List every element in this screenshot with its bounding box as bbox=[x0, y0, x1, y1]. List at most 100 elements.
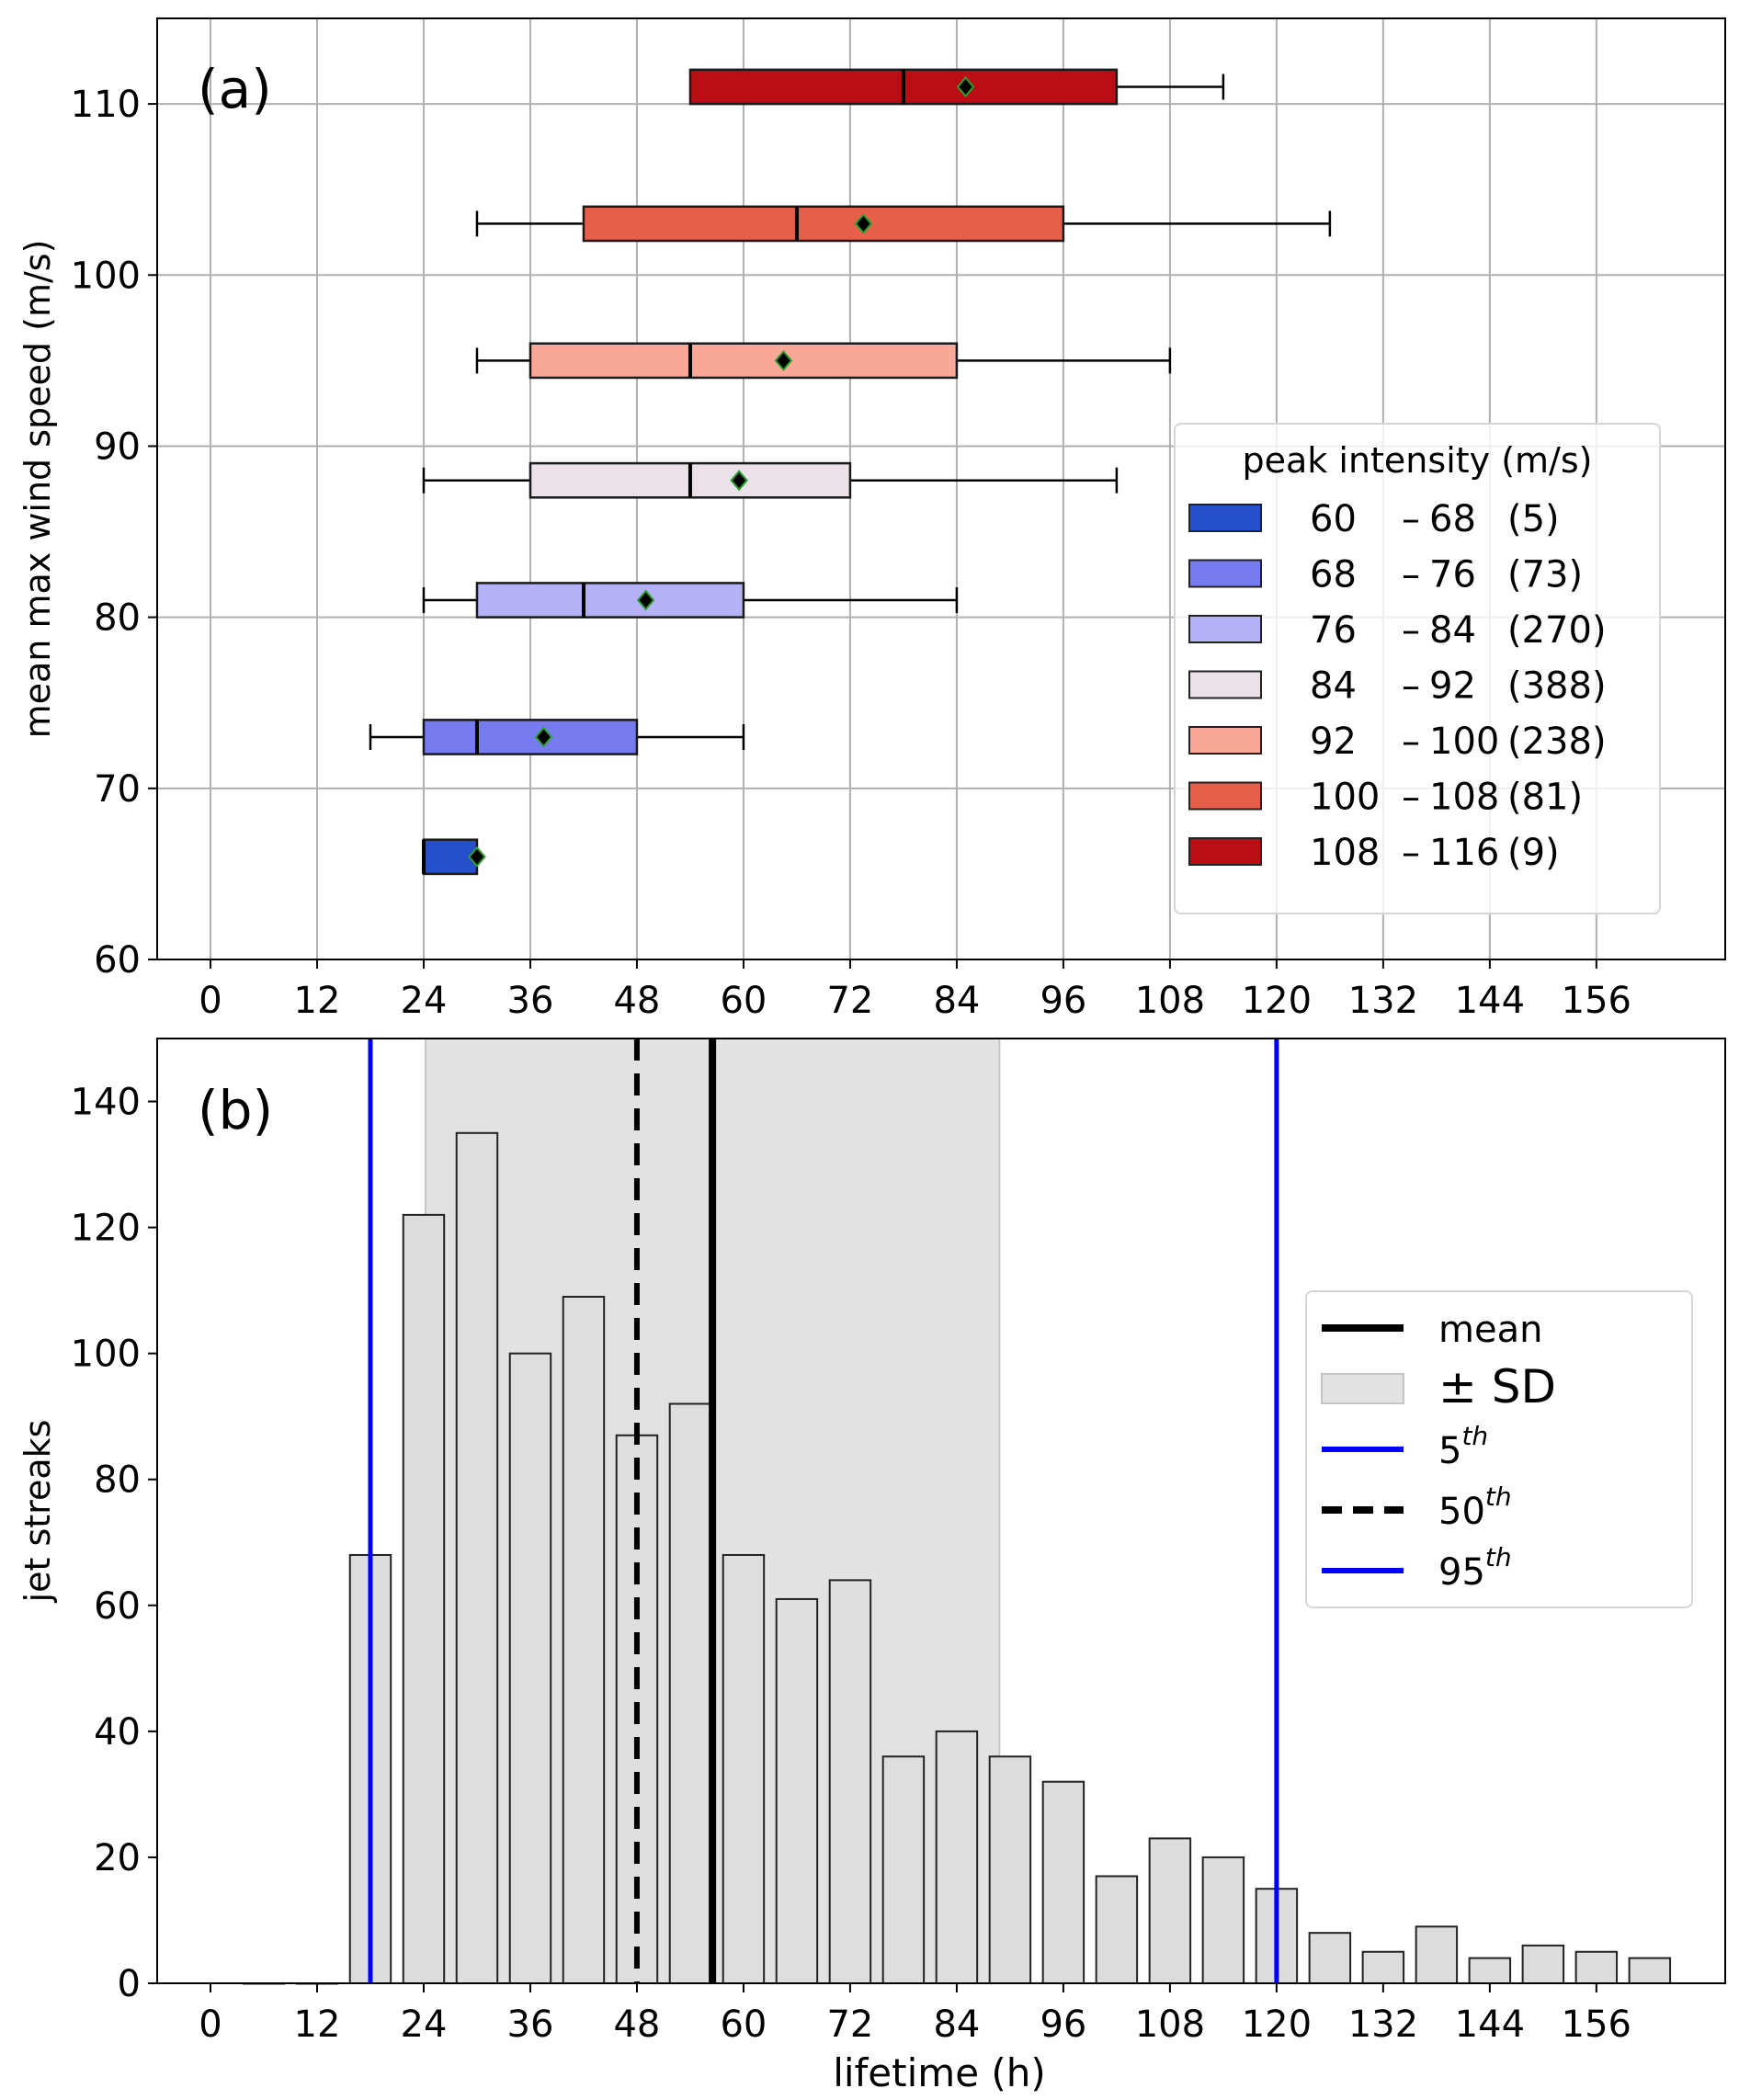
x-tick-label: 132 bbox=[1348, 2004, 1418, 2046]
panel-a-frame bbox=[156, 17, 1726, 960]
legend-count: (9) bbox=[1507, 832, 1560, 874]
legend-dash: – bbox=[1402, 609, 1420, 652]
legend-superscript: th bbox=[1461, 1421, 1488, 1451]
y-tick-label: 80 bbox=[94, 1459, 141, 1502]
y-tick-label: 100 bbox=[71, 255, 141, 297]
histogram-bar bbox=[1041, 1780, 1085, 1985]
histogram-bar bbox=[1468, 1957, 1512, 1985]
panel-a-y-axis-label: mean max wind speed (m/s) bbox=[17, 240, 58, 739]
legend-high: 92 bbox=[1429, 665, 1476, 708]
legend-count: (270) bbox=[1507, 609, 1607, 652]
y-tick-label: 90 bbox=[94, 426, 141, 468]
legend-entry-50th: 50th bbox=[1322, 1481, 1512, 1533]
panel-b-y-axis-label: jet streaks bbox=[17, 1420, 58, 1604]
panel-a-legend: peak intensity (m/s)60–68 (5)68–76 (73)76–… bbox=[1174, 423, 1661, 914]
legend-dash: – bbox=[1402, 554, 1420, 596]
panel-a-boxes bbox=[369, 68, 1332, 876]
legend-frame bbox=[1305, 1290, 1693, 1608]
x-tick-label: 24 bbox=[401, 980, 448, 1022]
legend-high: 108 bbox=[1429, 777, 1499, 819]
box-84-92 bbox=[422, 461, 1119, 499]
y-tick-label: 20 bbox=[94, 1837, 141, 1879]
legend-high: 116 bbox=[1429, 832, 1499, 874]
legend-count: (73) bbox=[1507, 554, 1583, 596]
x-tick-label: 156 bbox=[1562, 2004, 1631, 2046]
x-tick-label: 144 bbox=[1455, 2004, 1525, 2046]
histogram-bar bbox=[1095, 1875, 1139, 1984]
legend-label: mean bbox=[1438, 1309, 1542, 1351]
histogram-bar bbox=[1628, 1957, 1672, 1985]
histogram-bar bbox=[881, 1755, 926, 1985]
histogram-bar bbox=[1415, 1925, 1459, 1985]
histogram-bar bbox=[935, 1730, 979, 1985]
mean-marker bbox=[468, 846, 486, 868]
legend-count: (388) bbox=[1507, 665, 1607, 708]
box-iqr bbox=[529, 342, 959, 380]
box-68-76 bbox=[369, 719, 745, 755]
box-108-116 bbox=[688, 68, 1225, 106]
y-tick-label: 120 bbox=[71, 1208, 141, 1250]
x-tick-label: 48 bbox=[613, 2004, 660, 2046]
legend-dash: – bbox=[1402, 777, 1420, 819]
mean-marker bbox=[956, 75, 975, 98]
panel-b-x-ticks: 0 12 24 36 48 60 72 84 96 108 120 132 144 156 bbox=[199, 1983, 1631, 2046]
x-tick-label: 132 bbox=[1348, 980, 1418, 1022]
panel-a-label: (a) bbox=[198, 58, 272, 120]
legend-low: 84 bbox=[1310, 665, 1357, 708]
box-100-108 bbox=[475, 205, 1332, 243]
x-tick-label: 0 bbox=[199, 2004, 222, 2046]
histogram-bar bbox=[1201, 1856, 1245, 1985]
y-tick-label: 140 bbox=[71, 1082, 141, 1124]
y-tick-label: 60 bbox=[94, 1585, 141, 1628]
legend-swatch bbox=[1188, 670, 1262, 699]
x-tick-label: 36 bbox=[507, 2004, 554, 2046]
legend-entry-mean: mean bbox=[1322, 1309, 1542, 1351]
legend-high: 84 bbox=[1429, 609, 1476, 652]
x-tick-label: 72 bbox=[826, 980, 873, 1022]
legend-label: ± SD bbox=[1438, 1360, 1556, 1413]
legend-entry: 68 –76 (73) bbox=[1188, 554, 1583, 596]
y-tick-label: 0 bbox=[118, 1963, 141, 2005]
histogram-bar bbox=[988, 1755, 1032, 1985]
x-tick-label: 120 bbox=[1242, 980, 1312, 1022]
x-tick-label: 60 bbox=[720, 980, 767, 1022]
legend-swatch bbox=[1188, 559, 1262, 588]
histogram-bar bbox=[1308, 1932, 1352, 1985]
x-tick-label: 144 bbox=[1455, 980, 1525, 1022]
histogram-bar bbox=[668, 1402, 712, 1984]
legend-high: 100 bbox=[1429, 721, 1499, 763]
legend-low: 60 bbox=[1310, 498, 1357, 540]
histogram-bar bbox=[722, 1553, 766, 1985]
y-tick-label: 60 bbox=[94, 939, 141, 982]
legend-label: 50th bbox=[1438, 1481, 1512, 1533]
histogram-bar bbox=[1361, 1950, 1405, 1985]
box-92-100 bbox=[475, 342, 1172, 380]
legend-low: 108 bbox=[1310, 832, 1380, 874]
legend-low: 100 bbox=[1310, 777, 1380, 819]
box-iqr bbox=[582, 205, 1065, 243]
legend-dash: – bbox=[1402, 721, 1420, 763]
legend-count: (81) bbox=[1507, 777, 1583, 819]
histogram-bar bbox=[508, 1352, 552, 1984]
legend-title: peak intensity (m/s) bbox=[1243, 440, 1593, 481]
y-tick-label: 40 bbox=[94, 1711, 141, 1754]
legend-swatch bbox=[1188, 726, 1262, 755]
x-tick-label: 60 bbox=[720, 2004, 767, 2046]
legend-swatch bbox=[1188, 837, 1262, 866]
y-tick-label: 70 bbox=[94, 768, 141, 811]
histogram-bar bbox=[1521, 1944, 1565, 1984]
panel-a-x-ticks: 0 12 24 36 48 60 72 84 96 108 120 132 144 156 bbox=[199, 959, 1631, 1022]
panel-b-frame bbox=[156, 1038, 1726, 1984]
histogram-bar bbox=[1148, 1837, 1192, 1984]
panel-b-x-axis-label: lifetime (h) bbox=[833, 2050, 1046, 2095]
legend-entry: 92 –100 (238) bbox=[1188, 721, 1607, 763]
x-tick-label: 120 bbox=[1242, 2004, 1312, 2046]
mean-marker bbox=[534, 726, 553, 748]
x-tick-label: 96 bbox=[1040, 980, 1086, 1022]
panel-b-stat-lines bbox=[368, 1039, 1279, 1983]
x-tick-label: 108 bbox=[1135, 980, 1205, 1022]
histogram-bar bbox=[455, 1131, 499, 1985]
legend-high: 68 bbox=[1429, 498, 1476, 540]
legend-low: 68 bbox=[1310, 554, 1357, 596]
